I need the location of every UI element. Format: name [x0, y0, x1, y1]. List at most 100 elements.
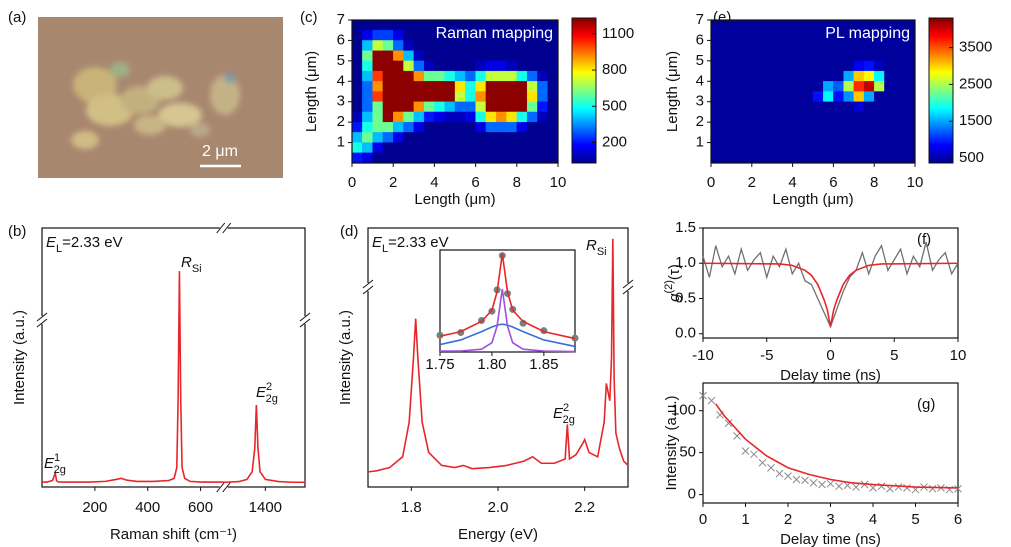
heatmap-cell: [863, 60, 875, 72]
x-tick-label: 0: [707, 174, 715, 191]
heatmap-cell: [351, 91, 363, 103]
heatmap-cell: [721, 132, 732, 144]
heatmap-cell: [382, 19, 394, 31]
heatmap-cell: [506, 91, 518, 103]
heatmap-cell: [792, 50, 804, 62]
heatmap-cell: [454, 121, 466, 133]
heatmap-cell: [393, 132, 404, 144]
heatmap-cell: [547, 121, 559, 133]
x-tick-label: 1.85: [529, 356, 558, 373]
heatmap-cell: [812, 19, 824, 31]
heatmap-cell: [454, 70, 466, 82]
heatmap-cell: [496, 81, 507, 92]
heatmap-cell: [413, 70, 425, 82]
heatmap-cell: [751, 142, 763, 154]
heatmap-cell: [843, 50, 855, 62]
y-tick-label: 4: [337, 72, 345, 89]
heatmap-cell: [731, 121, 743, 133]
heatmap-cell: [874, 50, 885, 62]
heatmap-cell: [904, 111, 916, 123]
heatmap-cell: [351, 70, 363, 82]
heatmap-cell: [802, 111, 814, 123]
heatmap-cell: [465, 60, 477, 72]
heatmap-cell: [772, 152, 783, 164]
heatmap-cell: [454, 101, 466, 113]
heatmap-cell: [772, 142, 783, 154]
heatmap-cell: [884, 152, 896, 164]
heatmap-cell: [853, 101, 865, 113]
heatmap-cell: [802, 132, 814, 144]
heatmap-cell: [485, 70, 497, 82]
heatmap-cell: [904, 60, 916, 72]
colorbar-tick-label: 1100: [602, 25, 634, 42]
heatmap-cell: [761, 132, 773, 144]
heatmap-cell: [506, 70, 518, 82]
heatmap-cell: [372, 111, 384, 123]
heatmap-cell: [485, 91, 497, 103]
map-title: PL mapping: [825, 25, 910, 42]
panel-label: (c): [300, 9, 318, 26]
heatmap-cell: [393, 152, 404, 164]
heatmap-cell: [782, 91, 794, 103]
y-tick-label: 7: [337, 11, 345, 28]
heatmap-cell: [485, 81, 497, 92]
heatmap-cell: [772, 70, 783, 82]
heatmap-cell: [874, 81, 885, 92]
heatmap-cell: [351, 50, 363, 62]
annotation-part: R: [586, 237, 597, 254]
axis-break-gap: [219, 484, 228, 490]
panel-label: (f): [917, 231, 931, 248]
heatmap-cell: [741, 50, 753, 62]
heatmap-cell: [894, 101, 906, 113]
heatmap-cell: [434, 132, 446, 144]
heatmap-cell: [761, 121, 773, 133]
heatmap-cell: [372, 101, 384, 113]
x-tick-label: 0: [699, 511, 707, 528]
heatmap-cell: [812, 91, 824, 103]
heatmap-cell: [423, 81, 435, 92]
heatmap-cell: [741, 142, 753, 154]
optical-image: 2 μm (a): [8, 9, 283, 178]
heatmap-cell: [526, 70, 538, 82]
heatmap-cell: [863, 152, 875, 164]
heatmap-cell: [454, 60, 466, 72]
heatmap-cell: [721, 91, 732, 103]
heatmap-cell: [537, 111, 549, 123]
heatmap-cell: [454, 142, 466, 154]
heatmap-cell: [772, 111, 783, 123]
heatmap-cell: [506, 101, 518, 113]
heatmap-cell: [351, 101, 363, 113]
heatmap-cell: [547, 101, 559, 113]
heatmap-cell: [863, 142, 875, 154]
heatmap-cell: [413, 91, 425, 103]
heatmap-cell: [465, 121, 477, 133]
heatmap-cell: [413, 121, 425, 133]
heatmap-cell: [393, 60, 404, 72]
heatmap-cell: [382, 152, 394, 164]
marker: [818, 480, 826, 489]
heatmap-cell: [423, 91, 435, 103]
heatmap-cell: [444, 142, 456, 154]
heatmap-cell: [721, 152, 732, 164]
heatmap-cell: [403, 50, 415, 62]
heatmap-cell: [526, 152, 538, 164]
heatmap-cell: [393, 40, 404, 52]
heatmap-cell: [362, 91, 374, 103]
heatmap-cell: [547, 132, 559, 144]
heatmap-cell: [853, 121, 865, 133]
heatmap-cell: [413, 132, 425, 144]
heatmap-cell: [382, 50, 394, 62]
heatmap-cell: [802, 81, 814, 92]
y-axis-label: Length (μm): [303, 51, 320, 132]
heatmap-cell: [393, 19, 404, 31]
x-tick-label: 4: [430, 174, 438, 191]
heatmap-cell: [792, 132, 804, 144]
axes-frame: [439, 249, 576, 353]
marker: [707, 396, 716, 405]
heatmap-cell: [403, 111, 415, 123]
y-tick-label: 5: [696, 52, 704, 69]
annotation-part: 2g: [563, 414, 575, 426]
heatmap-cell: [823, 91, 834, 103]
marker: [699, 391, 707, 400]
heatmap-cell: [710, 132, 722, 144]
